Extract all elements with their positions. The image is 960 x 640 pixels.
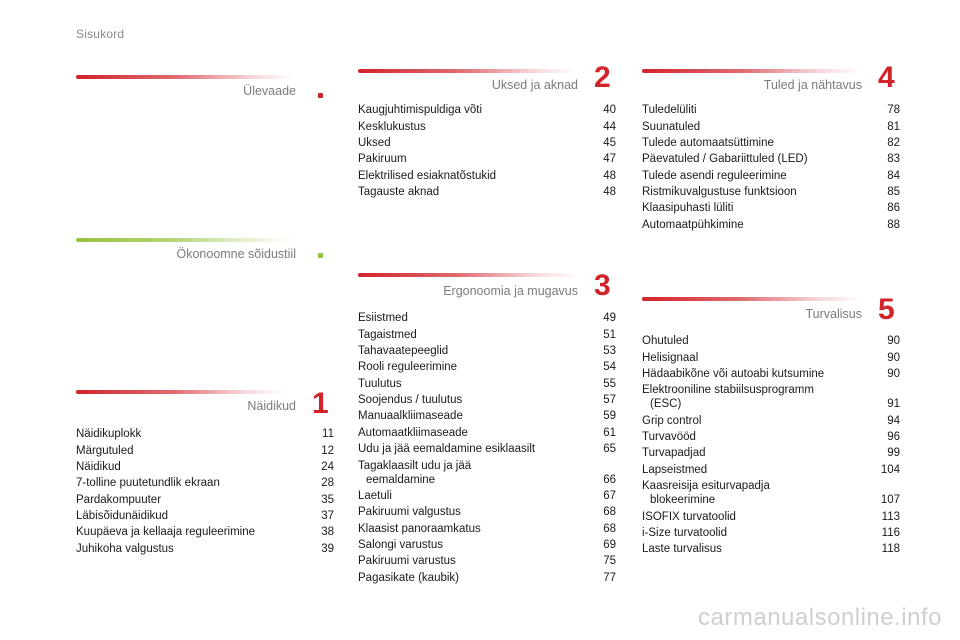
toc-entry[interactable]: Tuulutus 55 <box>358 377 616 390</box>
section-ulevaade: Ülevaade <box>76 70 334 108</box>
toc-entry[interactable]: Tahavaatepeeglid 53 <box>358 344 616 357</box>
toc-entry[interactable]: Turvavööd 96 <box>642 431 900 444</box>
toc-entry[interactable]: Rooli reguleerimine 54 <box>358 361 616 374</box>
toc-entry[interactable]: Läbisõidunäidikud 37 <box>76 510 334 523</box>
toc-entry[interactable]: Tuledelüliti 78 <box>642 104 900 117</box>
toc-entry[interactable]: Helisignaal 90 <box>642 351 900 364</box>
toc-entry[interactable]: Automaatkliimaseade 61 <box>358 426 616 439</box>
section-number: 1 <box>312 387 329 420</box>
section-ergonoomia: Ergonoomia ja mugavus 3 Esiistmed 49 Taga… <box>358 268 616 586</box>
section-uksed: Uksed ja aknad 2 Kaugjuhtimispuldiga võt… <box>358 61 616 200</box>
toc-entry[interactable]: Klaasipuhasti lüliti 86 <box>642 202 900 215</box>
section-bar <box>76 75 296 79</box>
section-title[interactable]: Tuled ja nähtavus <box>763 78 862 92</box>
toc-entry[interactable]: Turvapadjad 99 <box>642 447 900 460</box>
toc-entry[interactable]: Näidikuplokk 11 <box>76 428 334 441</box>
section-bar <box>358 273 578 277</box>
toc-entry[interactable]: Näidikud 24 <box>76 460 334 473</box>
section-bar <box>642 297 862 301</box>
toc-entry[interactable]: Ohutuled 90 <box>642 335 900 348</box>
section-number: 3 <box>594 269 611 302</box>
toc-entry[interactable]: Grip control 94 <box>642 414 900 427</box>
section-title[interactable]: Näidikud <box>247 399 296 413</box>
toc-list: Ohutuled 90 Helisignaal 90 Hädaabikõne või… <box>642 333 900 558</box>
section-title[interactable]: Ülevaade <box>243 84 296 98</box>
toc-entry[interactable]: Tagaklaasilt udu ja jää eemaldamine 66 <box>358 459 616 486</box>
toc-entry[interactable]: Kaasreisija esiturvapadja blokeerimine 107 <box>642 480 900 507</box>
toc-entry[interactable]: Märgutuled 12 <box>76 444 334 457</box>
toc-entry[interactable]: Pakiruum 47 <box>358 153 616 166</box>
toc-entry[interactable]: Kuupäeva ja kellaaja reguleerimine 38 <box>76 526 334 539</box>
toc-entry[interactable]: Uksed 45 <box>358 136 616 149</box>
section-naidikud: Näidikud 1 Näidikuplokk 11 Märgutuled 12 N… <box>76 385 334 557</box>
toc-entry[interactable]: Elektrilised esiaknatõstukid 48 <box>358 169 616 182</box>
section-number: 4 <box>878 61 895 94</box>
toc-entry[interactable]: Laetuli 67 <box>358 489 616 502</box>
toc-entry[interactable]: Pardakompuuter 35 <box>76 493 334 506</box>
section-number: 5 <box>878 293 895 326</box>
toc-entry[interactable]: Laste turvalisus 118 <box>642 543 900 556</box>
toc-entry[interactable]: Klaasist panoraamkatus 68 <box>358 522 616 535</box>
toc-entry[interactable]: Elektrooniline stabiilsusprogramm (ESC) 91 <box>642 384 900 411</box>
toc-entry[interactable]: Lapseistmed 104 <box>642 463 900 476</box>
toc-entry[interactable]: Ristmikuvalgustuse funktsioon 85 <box>642 186 900 199</box>
toc-entry[interactable]: Soojendus / tuulutus 57 <box>358 394 616 407</box>
toc-entry[interactable]: 7-tolline puutetundlik ekraan 28 <box>76 477 334 490</box>
toc-entry[interactable]: Esiistmed 49 <box>358 312 616 325</box>
toc-entry[interactable]: Tulede asendi reguleerimine 84 <box>642 169 900 182</box>
toc-list: Kaugjuhtimispuldiga võti 40 Kesklukustus 4… <box>358 102 616 200</box>
section-turvalisus: Turvalisus 5 Ohutuled 90 Helisignaal 90 Hä… <box>642 292 900 558</box>
toc-entry[interactable]: ISOFIX turvatoolid 113 <box>642 510 900 523</box>
toc-entry[interactable]: Udu ja jää eemaldamine esiklaasilt 65 <box>358 443 616 456</box>
toc-entry[interactable]: Manuaalkliimaseade 59 <box>358 410 616 423</box>
section-marker-icon <box>318 253 323 258</box>
section-number: 2 <box>594 61 611 94</box>
watermark: carmanualsonline.info <box>698 604 942 631</box>
toc-entry[interactable]: Kesklukustus 44 <box>358 120 616 133</box>
toc-list: Esiistmed 49 Tagaistmed 51 Tahavaatepeegli… <box>358 310 616 586</box>
toc-entry[interactable]: Päevatuled / Gabariittuled (LED) 83 <box>642 153 900 166</box>
toc-entry[interactable]: i-Size turvatoolid 116 <box>642 526 900 539</box>
section-bar <box>358 69 578 73</box>
section-bar <box>76 390 286 394</box>
section-okonoomne: Ökonoomne sõidustiil <box>76 233 334 271</box>
toc-entry[interactable]: Pakiruumi varustus 75 <box>358 555 616 568</box>
section-marker-icon <box>318 93 323 98</box>
section-title[interactable]: Turvalisus <box>805 307 863 321</box>
toc-entry[interactable]: Tulede automaatsüttimine 82 <box>642 136 900 149</box>
section-bar <box>76 238 296 242</box>
toc-entry[interactable]: Tagauste aknad 48 <box>358 186 616 199</box>
section-title[interactable]: Uksed ja aknad <box>491 78 578 92</box>
toc-entry[interactable]: Hädaabikõne või autoabi kutsumine 90 <box>642 367 900 380</box>
toc-entry[interactable]: Juhikoha valgustus 39 <box>76 542 334 555</box>
page-title: Sisukord <box>76 27 125 41</box>
toc-list: Tuledelüliti 78 Suunatuled 81 Tulede autom… <box>642 102 900 233</box>
toc-entry[interactable]: Suunatuled 81 <box>642 120 900 133</box>
toc-entry[interactable]: Pakiruumi valgustus 68 <box>358 506 616 519</box>
section-bar <box>642 69 862 73</box>
section-title[interactable]: Ergonoomia ja mugavus <box>443 284 578 298</box>
toc-entry[interactable]: Automaatpühkimine 88 <box>642 218 900 231</box>
toc-entry[interactable]: Salongi varustus 69 <box>358 539 616 552</box>
toc-entry[interactable]: Pagasikate (kaubik) 77 <box>358 571 616 584</box>
toc-entry[interactable]: Kaugjuhtimispuldiga võti 40 <box>358 104 616 117</box>
section-title[interactable]: Ökonoomne sõidustiil <box>176 247 296 261</box>
section-tuled: Tuled ja nähtavus 4 Tuledelüliti 78 Suuna… <box>642 61 900 233</box>
toc-entry[interactable]: Tagaistmed 51 <box>358 328 616 341</box>
toc-list: Näidikuplokk 11 Märgutuled 12 Näidikud 24 7… <box>76 426 334 557</box>
